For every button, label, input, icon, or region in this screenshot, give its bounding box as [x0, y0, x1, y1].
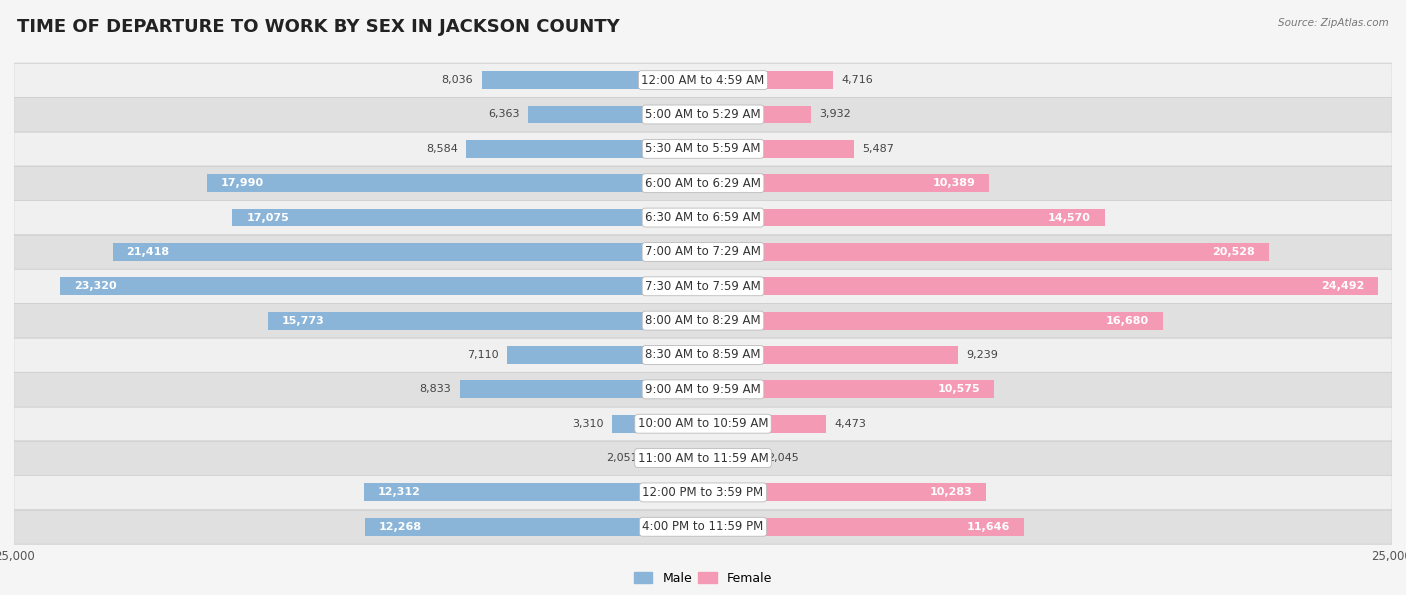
Bar — [366, 518, 703, 536]
Text: 17,990: 17,990 — [221, 178, 264, 188]
Text: 9:00 AM to 9:59 AM: 9:00 AM to 9:59 AM — [645, 383, 761, 396]
Text: 9,239: 9,239 — [966, 350, 998, 360]
Bar — [703, 105, 811, 123]
FancyBboxPatch shape — [14, 406, 1392, 441]
FancyBboxPatch shape — [14, 166, 1392, 201]
Text: 11:00 AM to 11:59 AM: 11:00 AM to 11:59 AM — [638, 452, 768, 465]
Text: 16,680: 16,680 — [1105, 315, 1149, 325]
Text: 3,932: 3,932 — [820, 109, 852, 120]
Bar — [703, 484, 987, 502]
Bar — [60, 277, 703, 295]
Text: 24,492: 24,492 — [1320, 281, 1364, 292]
Text: Source: ZipAtlas.com: Source: ZipAtlas.com — [1278, 18, 1389, 28]
Text: 21,418: 21,418 — [127, 247, 170, 257]
Bar — [527, 105, 703, 123]
Text: 14,570: 14,570 — [1047, 212, 1091, 223]
Bar — [467, 140, 703, 158]
Text: 12:00 AM to 4:59 AM: 12:00 AM to 4:59 AM — [641, 74, 765, 87]
Bar — [703, 346, 957, 364]
Text: 4,716: 4,716 — [841, 75, 873, 85]
FancyBboxPatch shape — [14, 372, 1392, 406]
Text: 2,051: 2,051 — [606, 453, 638, 463]
FancyBboxPatch shape — [14, 303, 1392, 338]
Bar — [703, 277, 1378, 295]
FancyBboxPatch shape — [14, 63, 1392, 98]
Bar — [647, 449, 703, 467]
Text: 6,363: 6,363 — [488, 109, 519, 120]
Text: 11,646: 11,646 — [967, 522, 1010, 532]
Text: 7,110: 7,110 — [467, 350, 499, 360]
Text: 7:30 AM to 7:59 AM: 7:30 AM to 7:59 AM — [645, 280, 761, 293]
Bar — [508, 346, 703, 364]
Text: 7:00 AM to 7:29 AM: 7:00 AM to 7:29 AM — [645, 245, 761, 258]
Text: 10,283: 10,283 — [929, 487, 973, 497]
Bar — [364, 484, 703, 502]
Text: 8,584: 8,584 — [426, 144, 458, 154]
Text: 2,045: 2,045 — [768, 453, 800, 463]
Bar — [207, 174, 703, 192]
Text: 12:00 PM to 3:59 PM: 12:00 PM to 3:59 PM — [643, 486, 763, 499]
Bar — [112, 243, 703, 261]
Text: 20,528: 20,528 — [1212, 247, 1256, 257]
Bar — [703, 312, 1163, 330]
Bar — [703, 415, 827, 433]
Bar — [703, 174, 990, 192]
Text: 10:00 AM to 10:59 AM: 10:00 AM to 10:59 AM — [638, 417, 768, 430]
Text: 17,075: 17,075 — [246, 212, 290, 223]
FancyBboxPatch shape — [14, 509, 1392, 544]
Bar — [269, 312, 703, 330]
Text: 5,487: 5,487 — [862, 144, 894, 154]
Text: 8:30 AM to 8:59 AM: 8:30 AM to 8:59 AM — [645, 349, 761, 362]
Bar — [703, 449, 759, 467]
FancyBboxPatch shape — [14, 131, 1392, 166]
Bar — [703, 209, 1105, 227]
FancyBboxPatch shape — [14, 475, 1392, 509]
Legend: Male, Female: Male, Female — [628, 567, 778, 590]
FancyBboxPatch shape — [14, 338, 1392, 372]
Bar — [703, 71, 832, 89]
Bar — [703, 380, 994, 398]
Text: 10,389: 10,389 — [932, 178, 976, 188]
Bar — [481, 71, 703, 89]
Text: 12,268: 12,268 — [378, 522, 422, 532]
Text: 8,036: 8,036 — [441, 75, 474, 85]
Text: 5:30 AM to 5:59 AM: 5:30 AM to 5:59 AM — [645, 142, 761, 155]
Bar — [460, 380, 703, 398]
FancyBboxPatch shape — [14, 441, 1392, 475]
Text: 5:00 AM to 5:29 AM: 5:00 AM to 5:29 AM — [645, 108, 761, 121]
Bar — [703, 243, 1268, 261]
Bar — [703, 140, 855, 158]
Text: 3,310: 3,310 — [572, 419, 603, 429]
Bar — [612, 415, 703, 433]
Bar — [703, 518, 1024, 536]
FancyBboxPatch shape — [14, 98, 1392, 131]
Text: 8,833: 8,833 — [419, 384, 451, 394]
Text: 23,320: 23,320 — [75, 281, 117, 292]
Text: 6:00 AM to 6:29 AM: 6:00 AM to 6:29 AM — [645, 177, 761, 190]
Text: 15,773: 15,773 — [283, 315, 325, 325]
Text: 4,473: 4,473 — [835, 419, 866, 429]
Bar — [232, 209, 703, 227]
Text: 6:30 AM to 6:59 AM: 6:30 AM to 6:59 AM — [645, 211, 761, 224]
Text: TIME OF DEPARTURE TO WORK BY SEX IN JACKSON COUNTY: TIME OF DEPARTURE TO WORK BY SEX IN JACK… — [17, 18, 620, 36]
Text: 10,575: 10,575 — [938, 384, 980, 394]
FancyBboxPatch shape — [14, 235, 1392, 269]
FancyBboxPatch shape — [14, 201, 1392, 235]
Text: 12,312: 12,312 — [377, 487, 420, 497]
Text: 8:00 AM to 8:29 AM: 8:00 AM to 8:29 AM — [645, 314, 761, 327]
FancyBboxPatch shape — [14, 269, 1392, 303]
Text: 4:00 PM to 11:59 PM: 4:00 PM to 11:59 PM — [643, 520, 763, 533]
